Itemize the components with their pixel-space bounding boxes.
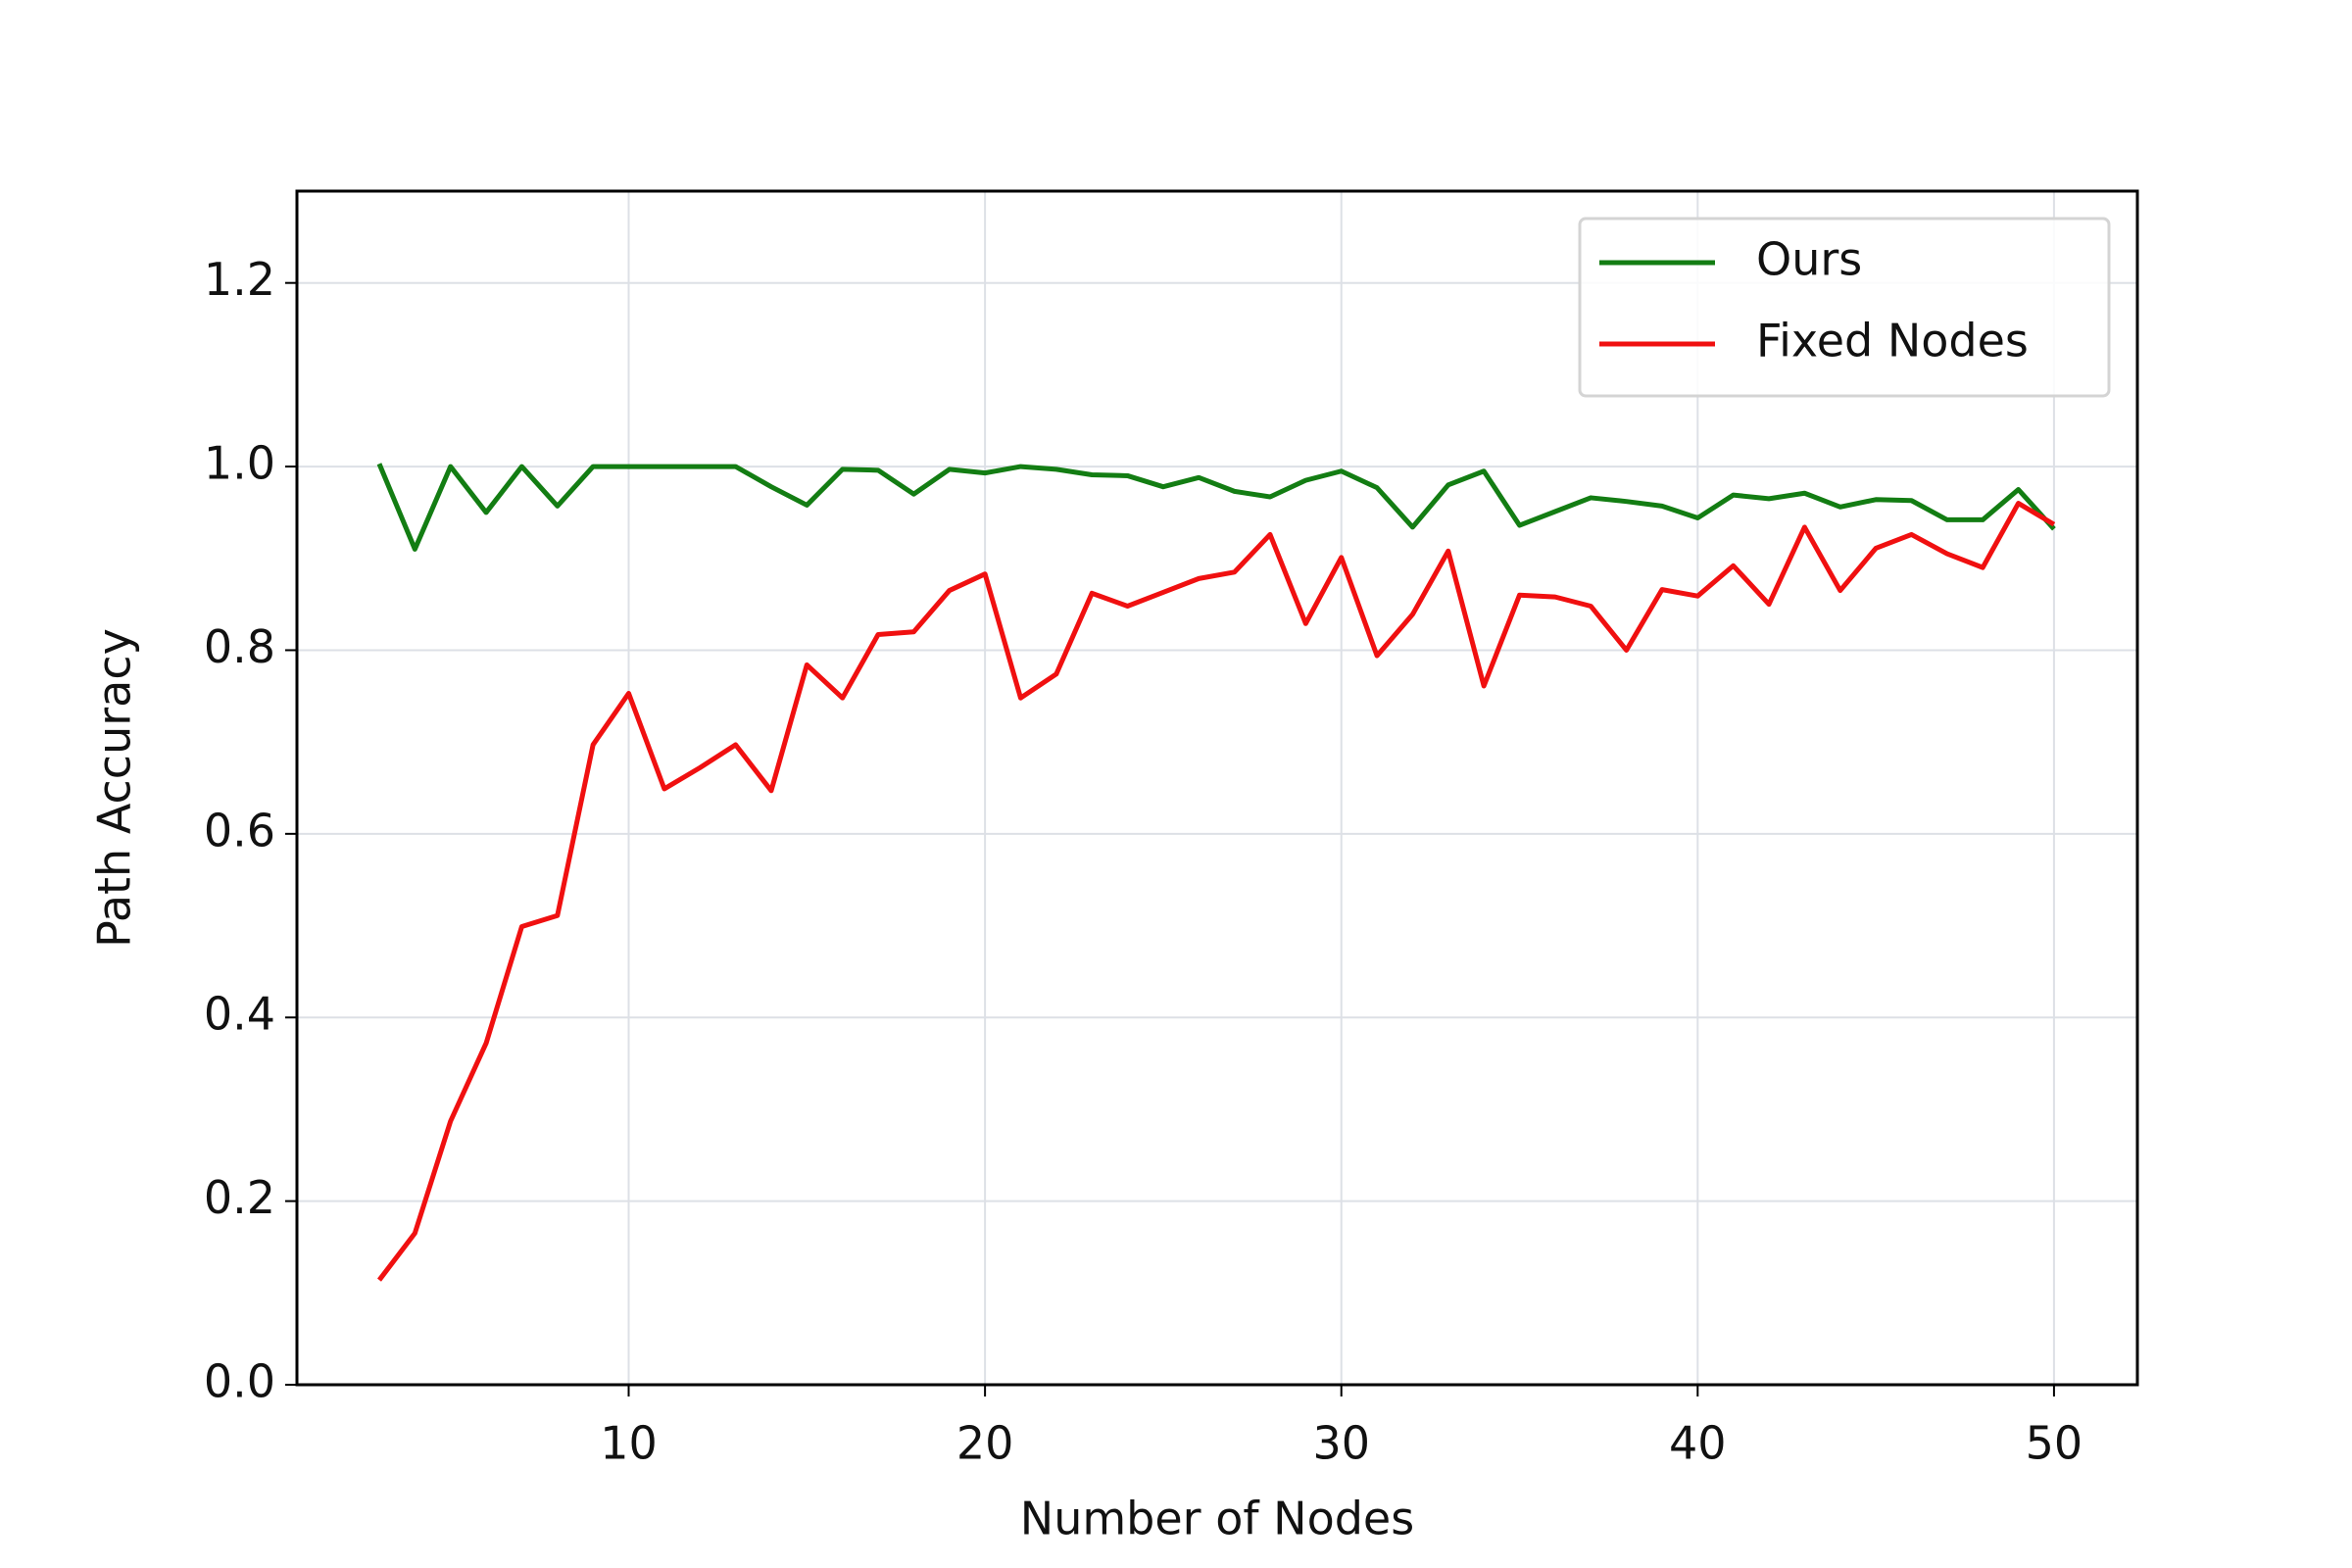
- y-tick-label: 0.6: [204, 804, 275, 857]
- x-tick-label: 30: [1312, 1417, 1370, 1470]
- y-tick-label: 1.2: [204, 253, 275, 306]
- y-tick-label: 1.0: [204, 437, 275, 490]
- plot-frame: [295, 189, 2139, 1387]
- x-tick-label: 10: [600, 1417, 658, 1470]
- y-tick-label: 0.2: [204, 1171, 275, 1224]
- legend-label: Fixed Nodes: [1756, 315, 2029, 368]
- data-line: [377, 501, 2056, 1282]
- y-tick-label: 0.4: [204, 988, 275, 1041]
- legend-label: Ours: [1756, 233, 1862, 286]
- x-axis-label: Number of Nodes: [1020, 1493, 1414, 1545]
- y-tick-label: 0.0: [204, 1355, 275, 1408]
- x-tick-label: 40: [1669, 1417, 1727, 1470]
- x-tick-label: 50: [2026, 1417, 2083, 1470]
- x-tick-label: 20: [956, 1417, 1014, 1470]
- data-line: [376, 463, 2056, 552]
- y-tick-label: 0.8: [204, 620, 275, 673]
- y-axis-label: Path Accuracy: [88, 628, 141, 948]
